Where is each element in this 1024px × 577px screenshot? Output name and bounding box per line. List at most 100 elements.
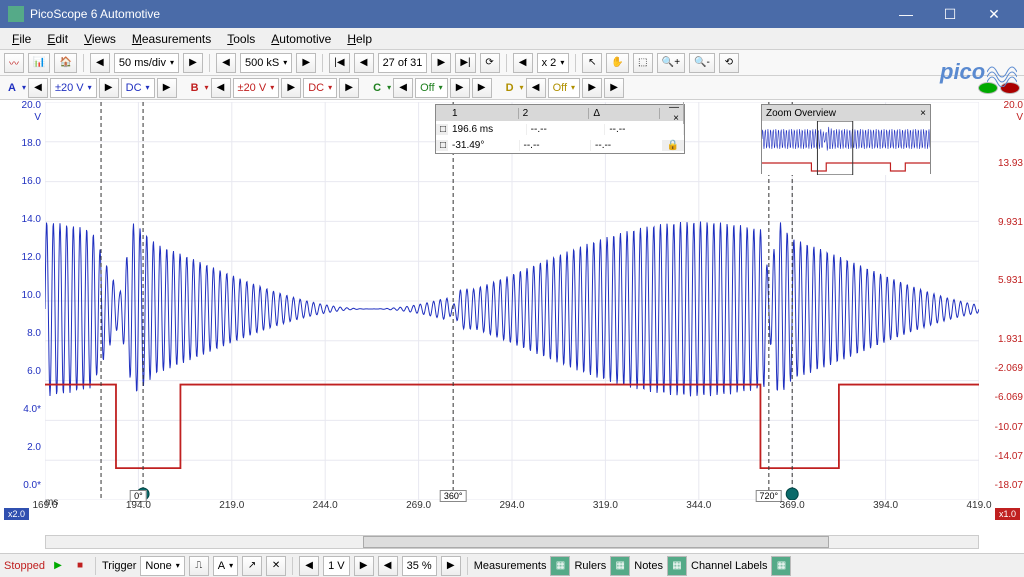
ch-b-options[interactable]: ▶: [339, 78, 359, 98]
menu-automotive[interactable]: Automotive: [263, 30, 339, 48]
menu-measurements[interactable]: Measurements: [124, 30, 219, 48]
zoom-overview-title: Zoom Overview: [766, 108, 836, 119]
ch-b-range-prev[interactable]: ◀: [211, 78, 231, 98]
ruler-row: □ -31.49°--.----.-- 🔒: [436, 137, 684, 153]
rulers-icon[interactable]: ▦: [610, 556, 630, 576]
channel-b-label[interactable]: B: [187, 82, 203, 94]
scrollbar-thumb[interactable]: [363, 536, 829, 548]
zoom-prev-button[interactable]: ◀: [513, 53, 533, 73]
channel-c-label[interactable]: C: [369, 82, 385, 94]
channel-labels-label[interactable]: Channel Labels: [691, 560, 767, 572]
rulers-label[interactable]: Rulers: [574, 560, 606, 572]
ch-b-range-next[interactable]: ▶: [281, 78, 301, 98]
ch-a-range-select[interactable]: ±20 V▾: [50, 78, 97, 98]
ch-a-range-prev[interactable]: ◀: [28, 78, 48, 98]
ch-d-range-next[interactable]: ▶: [582, 78, 602, 98]
trigger-channel-select[interactable]: A▾: [213, 556, 238, 576]
status-bar: Stopped ▶ ■ Trigger None▾ ⎍ A▾ ↗ ✕ ◀ 1 V…: [0, 553, 1024, 577]
zoom-in-icon[interactable]: 🔍+: [657, 53, 685, 73]
y-axis-right: 20.013.939.9315.9311.931-2.069-6.069-10.…: [979, 100, 1024, 500]
maximize-button[interactable]: ☐: [928, 0, 972, 28]
x-axis-unit-label: ms: [45, 497, 58, 508]
menu-file[interactable]: File: [4, 30, 39, 48]
ch-b-coupling-select[interactable]: DC▾: [303, 78, 337, 98]
zoom-rect-icon[interactable]: ⬚: [633, 53, 653, 73]
samples-select[interactable]: 500 kS▾: [240, 53, 292, 73]
timebase-prev-button[interactable]: ◀: [90, 53, 110, 73]
ruler-panel[interactable]: 12Δ — × □ 196.6 ms--.----.-- □ -31.49°--…: [435, 104, 685, 154]
pretrig-prev[interactable]: ◀: [299, 556, 319, 576]
frame-last-button[interactable]: ▶|: [455, 53, 475, 73]
frame-next-button[interactable]: ▶: [431, 53, 451, 73]
zoom-overview-panel[interactable]: Zoom Overview ×: [761, 104, 931, 174]
menu-help[interactable]: Help: [339, 30, 380, 48]
frame-prev-button[interactable]: ◀: [354, 53, 374, 73]
ch-a-range-next[interactable]: ▶: [99, 78, 119, 98]
main-toolbar: 〰 📊 🏠 ◀ 50 ms/div▾ ▶ ◀ 500 kS▾ ▶ |◀ ◀ 27…: [0, 50, 1024, 76]
menu-bar: File Edit Views Measurements Tools Autom…: [0, 28, 1024, 50]
horizontal-scrollbar[interactable]: [45, 535, 979, 549]
run-state-label: Stopped: [4, 560, 45, 572]
menu-edit[interactable]: Edit: [39, 30, 76, 48]
zoom-out-icon[interactable]: 🔍-: [689, 53, 715, 73]
ch-d-range-select[interactable]: Off▾: [548, 78, 581, 98]
hand-icon[interactable]: ✋: [606, 53, 628, 73]
trigger-edge-icon[interactable]: ⎍: [189, 556, 209, 576]
ruler-close-icon[interactable]: — ×: [660, 102, 684, 124]
pretrig-next[interactable]: ▶: [354, 556, 374, 576]
measurements-label[interactable]: Measurements: [474, 560, 547, 572]
trigger-mode-select[interactable]: None▾: [140, 556, 184, 576]
window-title: PicoScope 6 Automotive: [30, 7, 160, 21]
ch-c-range-next[interactable]: ▶: [450, 78, 470, 98]
ch-a-coupling-select[interactable]: DC▾: [121, 78, 155, 98]
samples-prev-button[interactable]: ◀: [216, 53, 236, 73]
ch-d-options[interactable]: ▶: [604, 78, 624, 98]
ch-c-options[interactable]: ▶: [472, 78, 492, 98]
menu-views[interactable]: Views: [76, 30, 124, 48]
close-button[interactable]: ✕: [972, 0, 1016, 28]
measurements-icon[interactable]: ▦: [550, 556, 570, 576]
zoom-tag-right: x1.0: [995, 508, 1020, 520]
zoom-tag-left: x2.0: [4, 508, 29, 520]
pretrig-pct-next[interactable]: ▶: [441, 556, 461, 576]
channel-labels-icon[interactable]: ▦: [771, 556, 791, 576]
timebase-select[interactable]: 50 ms/div▾: [114, 53, 179, 73]
trigger-adv-icon[interactable]: ✕: [266, 556, 286, 576]
frame-first-button[interactable]: |◀: [329, 53, 349, 73]
refresh-icon[interactable]: ⟳: [480, 53, 500, 73]
notes-icon[interactable]: ▦: [667, 556, 687, 576]
menu-tools[interactable]: Tools: [219, 30, 263, 48]
zoom-fit-icon[interactable]: ⟲: [719, 53, 739, 73]
scope-mode-icon[interactable]: 〰: [4, 53, 24, 73]
ch-c-range-select[interactable]: Off▾: [415, 78, 448, 98]
channel-d-label[interactable]: D: [502, 82, 518, 94]
title-bar: PicoScope 6 Automotive — ☐ ✕: [0, 0, 1024, 28]
waveform-canvas[interactable]: 0°360°720° 12Δ — × □ 196.6 ms--.----.-- …: [45, 102, 979, 500]
pretrig-value[interactable]: 1 V: [323, 556, 350, 576]
ruler-row: □ 196.6 ms--.----.--: [436, 121, 684, 137]
pretrig-pct[interactable]: 35 %: [402, 556, 437, 576]
ch-a-options[interactable]: ▶: [157, 78, 177, 98]
frame-indicator[interactable]: 27 of 31: [378, 53, 428, 73]
app-icon: [8, 6, 24, 22]
pointer-icon[interactable]: ↖: [582, 53, 602, 73]
ch-c-range-prev[interactable]: ◀: [393, 78, 413, 98]
channel-a-label[interactable]: A: [4, 82, 20, 94]
run-button[interactable]: ▶: [49, 557, 67, 575]
notes-label[interactable]: Notes: [634, 560, 663, 572]
minimize-button[interactable]: —: [884, 0, 928, 28]
zoom-select[interactable]: x 2▾: [537, 53, 570, 73]
trigger-rising-icon[interactable]: ↗: [242, 556, 262, 576]
ch-b-range-select[interactable]: ±20 V▾: [233, 78, 280, 98]
pico-logo: pico: [940, 52, 1018, 92]
timebase-next-button[interactable]: ▶: [183, 53, 203, 73]
ch-d-range-prev[interactable]: ◀: [526, 78, 546, 98]
spectrum-mode-icon[interactable]: 📊: [28, 53, 50, 73]
zoom-overview-close-icon[interactable]: ×: [920, 108, 926, 119]
pretrig-pct-prev[interactable]: ◀: [378, 556, 398, 576]
samples-next-button[interactable]: ▶: [296, 53, 316, 73]
ruler-header: 12Δ — ×: [436, 105, 684, 121]
stop-button[interactable]: ■: [71, 557, 89, 575]
x-axis: 169.0194.0219.0244.0269.0294.0319.0344.0…: [45, 500, 979, 520]
home-icon[interactable]: 🏠: [54, 53, 76, 73]
